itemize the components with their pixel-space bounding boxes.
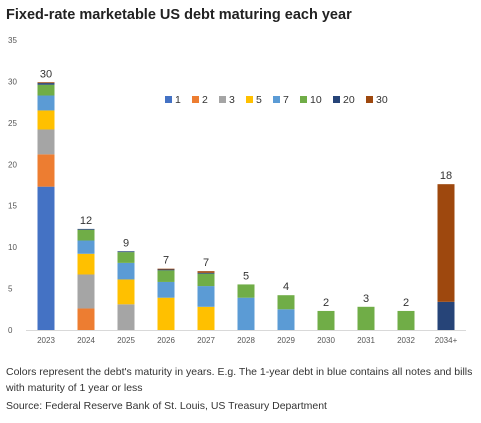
bar-segment-10-2023 — [37, 84, 55, 96]
x-tick-label: 2029 — [277, 336, 295, 345]
bar-segment-7-2029 — [277, 309, 295, 330]
bar-segment-20-2025 — [117, 251, 135, 253]
legend-swatch-20 — [333, 96, 340, 103]
bar-segment-20-2023 — [37, 83, 55, 85]
bar-segment-7-2025 — [117, 262, 135, 280]
bar-segment-5-2025 — [117, 279, 135, 305]
x-tick-label: 2026 — [157, 336, 175, 345]
bar-segment-10-2028 — [237, 284, 255, 298]
x-tick-label: 2034+ — [435, 336, 458, 345]
legend-swatch-5 — [246, 96, 253, 103]
y-tick-label: 0 — [8, 326, 13, 335]
bar-segment-20-2027 — [197, 272, 215, 274]
bar-segment-7-2028 — [237, 297, 255, 330]
bar-segment-3-2025 — [117, 304, 135, 330]
bar-total-label: 7 — [163, 255, 169, 267]
bar-segment-10-2029 — [277, 295, 295, 310]
y-tick-label: 10 — [8, 243, 17, 252]
legend-swatch-1 — [165, 96, 172, 103]
bar-total-label: 12 — [80, 215, 92, 227]
y-tick-label: 35 — [8, 36, 17, 45]
bar-segment-5-2027 — [197, 306, 215, 330]
bar-segment-2-2024 — [77, 308, 95, 330]
bar-segment-7-2027 — [197, 286, 215, 307]
bar-segment-10-2026 — [157, 270, 175, 282]
bar-segment-10-2032 — [397, 310, 415, 330]
legend-label-5: 5 — [256, 94, 262, 106]
y-tick-label: 30 — [8, 77, 17, 86]
legend-swatch-7 — [273, 96, 280, 103]
bar-segment-30-2034+ — [437, 184, 455, 302]
legend-label-1: 1 — [175, 94, 181, 106]
legend-swatch-3 — [219, 96, 226, 103]
y-tick-label: 25 — [8, 119, 17, 128]
x-tick-label: 2031 — [357, 336, 375, 345]
bar-segment-7-2023 — [37, 95, 55, 111]
legend-label-30: 30 — [376, 94, 388, 106]
stacked-bar-chart: 0510152025303530202312202492025720267202… — [8, 36, 466, 345]
legend-label-10: 10 — [310, 94, 322, 106]
bar-segment-3-2023 — [37, 129, 55, 155]
bar-segment-30-2023 — [37, 82, 55, 84]
legend-label-3: 3 — [229, 94, 235, 106]
bar-segment-5-2024 — [77, 253, 95, 275]
bar-segment-30-2026 — [157, 268, 175, 270]
legend-label-20: 20 — [343, 94, 355, 106]
bar-segment-5-2023 — [37, 110, 55, 130]
bar-segment-7-2024 — [77, 240, 95, 254]
chart-source: Source: Federal Reserve Bank of St. Loui… — [6, 400, 327, 412]
chart-note: Colors represent the debt's maturity in … — [6, 366, 473, 394]
bar-segment-10-2031 — [357, 306, 375, 330]
bar-total-label: 18 — [440, 170, 452, 182]
legend-swatch-10 — [300, 96, 307, 103]
x-tick-label: 2023 — [37, 336, 55, 345]
x-tick-label: 2025 — [117, 336, 135, 345]
bar-segment-20-2026 — [157, 269, 175, 271]
y-tick-label: 15 — [8, 202, 17, 211]
bar-segment-7-2026 — [157, 281, 175, 298]
x-tick-label: 2030 — [317, 336, 335, 345]
bar-segment-30-2027 — [197, 271, 215, 273]
bar-segment-5-2026 — [157, 297, 175, 330]
bar-segment-10-2024 — [77, 229, 95, 241]
bar-segment-10-2025 — [117, 252, 135, 263]
x-tick-label: 2032 — [397, 336, 415, 345]
bar-total-label: 3 — [363, 293, 369, 305]
legend-swatch-2 — [192, 96, 199, 103]
bar-total-label: 9 — [123, 237, 129, 249]
bar-total-label: 2 — [323, 297, 329, 309]
bar-segment-20-2034+ — [437, 301, 455, 330]
bar-segment-2-2023 — [37, 154, 55, 187]
bar-total-label: 2 — [403, 297, 409, 309]
bar-total-label: 4 — [283, 281, 289, 293]
legend-swatch-30 — [366, 96, 373, 103]
x-tick-label: 2028 — [237, 336, 255, 345]
bar-segment-20-2024 — [77, 228, 95, 230]
bar-total-label: 7 — [203, 257, 209, 269]
bar-segment-10-2027 — [197, 273, 215, 287]
x-tick-label: 2027 — [197, 336, 215, 345]
bar-segment-3-2024 — [77, 274, 95, 309]
chart-title: Fixed-rate marketable US debt maturing e… — [6, 7, 352, 23]
x-tick-label: 2024 — [77, 336, 95, 345]
bar-total-label: 5 — [243, 270, 249, 282]
y-tick-label: 5 — [8, 285, 13, 294]
bar-segment-10-2030 — [317, 310, 335, 330]
legend-label-7: 7 — [283, 94, 289, 106]
bar-total-label: 30 — [40, 68, 52, 80]
y-tick-label: 20 — [8, 160, 17, 169]
legend-label-2: 2 — [202, 94, 208, 106]
bar-segment-1-2023 — [37, 186, 55, 330]
